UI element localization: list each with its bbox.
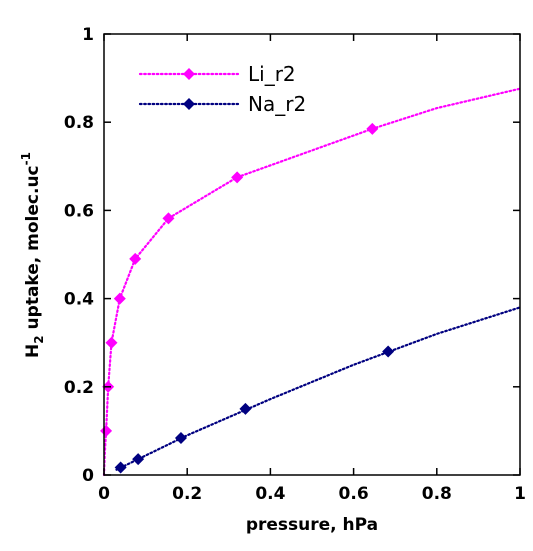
y-tick-label: 0.6 (64, 201, 94, 221)
x-tick-label: 0.2 (172, 484, 202, 504)
data-point (366, 122, 379, 135)
y-axis-title-prefix: H (23, 344, 43, 358)
x-axis: 0 0.2 0.4 0.6 0.8 1 (98, 34, 526, 504)
y-tick-label: 0 (82, 466, 94, 486)
series-line (115, 306, 522, 471)
data-point (162, 212, 175, 225)
y-tick-label: 0.4 (64, 290, 94, 310)
legend-label: Na_r2 (248, 92, 306, 116)
legend-marker (183, 98, 195, 110)
y-axis-title: H2 uptake, molec.uc-1 (19, 152, 46, 358)
series-Na_r2 (114, 306, 522, 474)
data-point (382, 345, 395, 358)
y-tick-label: 0.8 (64, 113, 94, 133)
y-axis-title-middle: uptake, molec.uc (23, 165, 43, 335)
y-axis-title-superscript: -1 (19, 152, 33, 165)
legend-label: Li_r2 (248, 62, 296, 86)
data-point (174, 431, 187, 444)
data-point (129, 252, 142, 265)
legend-entry: Na_r2 (138, 92, 306, 116)
data-point (105, 336, 118, 349)
y-axis-title-subscript: 2 (32, 335, 46, 343)
y-tick-label: 0.2 (64, 378, 94, 398)
legend-marker (183, 68, 195, 80)
series-layer (100, 87, 522, 477)
legend-entry: Li_r2 (138, 62, 296, 86)
series-Li_r2 (100, 87, 522, 477)
x-tick-label: 0.4 (255, 484, 285, 504)
data-point (231, 171, 244, 184)
data-point (113, 292, 126, 305)
x-tick-label: 0.8 (422, 484, 452, 504)
data-point (239, 402, 252, 415)
x-tick-label: 0 (98, 484, 110, 504)
legend: Li_r2 Na_r2 (138, 62, 306, 116)
y-axis: 0 0.2 0.4 0.6 0.8 1 (64, 25, 520, 486)
x-tick-label: 1 (514, 484, 526, 504)
y-tick-label: 1 (82, 25, 94, 45)
data-point (100, 424, 113, 437)
x-axis-title: pressure, hPa (246, 515, 378, 535)
plot-frame (103, 33, 521, 476)
x-tick-label: 0.6 (339, 484, 369, 504)
data-point (132, 453, 145, 466)
data-point (114, 461, 127, 474)
series-line (102, 87, 522, 477)
